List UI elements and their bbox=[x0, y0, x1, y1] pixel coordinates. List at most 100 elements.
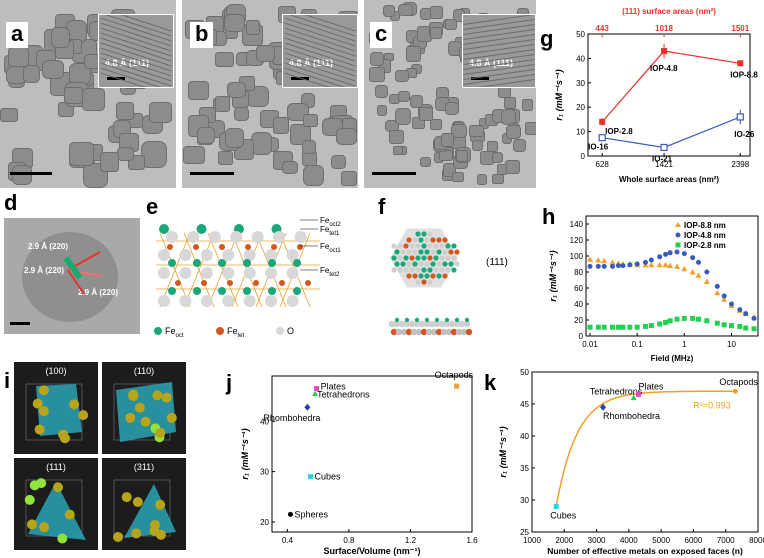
x2-axis-label: (111) surface areas (nm²) bbox=[622, 7, 716, 16]
atom bbox=[415, 255, 421, 261]
atom bbox=[436, 273, 442, 279]
data-point bbox=[553, 503, 559, 509]
data-point bbox=[751, 326, 757, 332]
data-point bbox=[634, 261, 640, 267]
lattice-label-d2: 2.9 Å (220) bbox=[24, 266, 65, 275]
atom bbox=[421, 267, 427, 273]
series-1: IO-16 IO-21 IO-26 bbox=[588, 109, 755, 163]
atom bbox=[64, 509, 75, 520]
atom bbox=[397, 267, 403, 273]
atom bbox=[113, 531, 124, 542]
atom bbox=[421, 243, 427, 249]
atom bbox=[409, 243, 415, 249]
data-point bbox=[630, 394, 637, 401]
y-tick-label: 60 bbox=[574, 284, 583, 293]
point-plates: Plates bbox=[314, 382, 346, 392]
hrtem-inset-b: 4.8 Å (111) bbox=[282, 14, 358, 88]
atom bbox=[412, 273, 418, 279]
data-point bbox=[690, 315, 696, 321]
data-point bbox=[695, 272, 702, 278]
data-point bbox=[690, 255, 696, 261]
atom bbox=[251, 231, 264, 243]
atom bbox=[187, 231, 200, 243]
x-axis-label: Whole surface areas (nm²) bbox=[619, 175, 719, 184]
nanoparticle bbox=[148, 101, 173, 123]
nanoparticle bbox=[188, 80, 209, 100]
data-point bbox=[601, 263, 607, 269]
particle bbox=[22, 232, 118, 322]
atom bbox=[293, 287, 301, 295]
lattice-label-a: 4.8 Å (111) bbox=[105, 58, 150, 68]
panel-label-e: e bbox=[146, 194, 159, 219]
data-point bbox=[634, 324, 640, 330]
panel-label-g: g bbox=[540, 26, 554, 51]
hrtem-image-d: 2.9 Å (220) 2.9 Å (220) 2.9 Å (220) bbox=[4, 218, 140, 334]
nanoparticle bbox=[419, 106, 434, 122]
atom bbox=[219, 244, 225, 250]
atom bbox=[158, 267, 170, 279]
point-label: Plates bbox=[639, 381, 665, 391]
atom bbox=[410, 328, 418, 336]
x-tick-label: 4000 bbox=[620, 536, 638, 545]
atom bbox=[134, 402, 145, 413]
atom bbox=[408, 320, 416, 328]
data-point bbox=[601, 257, 608, 264]
data-point bbox=[599, 118, 606, 125]
data-point bbox=[587, 263, 593, 269]
atom bbox=[405, 328, 413, 336]
atom bbox=[451, 267, 457, 273]
scalebar-c bbox=[372, 172, 416, 175]
point-spheres: Spheres bbox=[287, 509, 328, 519]
y-tick-label: 30 bbox=[576, 79, 585, 88]
nanoparticle bbox=[388, 130, 404, 145]
nanoparticle bbox=[430, 119, 442, 131]
nanoparticle bbox=[281, 161, 298, 175]
data-point bbox=[721, 296, 728, 302]
atom bbox=[442, 261, 448, 267]
atom bbox=[265, 295, 278, 307]
atom bbox=[243, 295, 256, 307]
atom bbox=[125, 412, 136, 423]
atom bbox=[454, 249, 460, 255]
point-label: Plates bbox=[321, 382, 347, 392]
y-tick-label: 50 bbox=[520, 368, 529, 377]
atom bbox=[433, 267, 439, 273]
scalebar-b bbox=[190, 172, 234, 175]
atom bbox=[69, 399, 80, 410]
atom bbox=[286, 267, 299, 279]
point-label: Octapods bbox=[719, 377, 758, 387]
atom bbox=[415, 243, 421, 249]
y-axis-label: r₁ (mM⁻¹s⁻¹) bbox=[240, 428, 250, 479]
data-point bbox=[743, 311, 749, 317]
data-point bbox=[721, 293, 727, 299]
atom bbox=[442, 249, 448, 255]
atom bbox=[193, 259, 201, 267]
y-tick-label: 20 bbox=[574, 316, 583, 325]
particle-model-f bbox=[388, 228, 473, 336]
chart-j: 0.4 0.8 1.2 1.6 20 30 40 Surface/Volume (nm⁻¹) r… bbox=[240, 370, 478, 556]
axes: 628 1421 2398 0 10 20 30 40 50 bbox=[576, 30, 751, 169]
data-point bbox=[732, 388, 738, 394]
data-point bbox=[287, 511, 293, 517]
legend-label: Feoct bbox=[165, 326, 184, 339]
data-point bbox=[743, 325, 749, 331]
nanoparticle bbox=[116, 101, 134, 121]
x-axis-label: Number of effective metals on exposed fa… bbox=[547, 546, 743, 556]
atom bbox=[451, 255, 457, 261]
legend-marker bbox=[276, 327, 284, 335]
nanoparticle bbox=[273, 116, 290, 134]
series-1: IOP-4.8 nm bbox=[587, 231, 757, 321]
chart-g: 628 1421 2398 0 10 20 30 40 50 443 1018 1501 (111) s… bbox=[554, 7, 758, 184]
atom bbox=[128, 391, 139, 402]
hrtem-inset-a: 4.8 Å (111) bbox=[98, 14, 174, 88]
data-point bbox=[737, 307, 743, 313]
nanoparticle bbox=[100, 152, 119, 172]
lattice-arrows bbox=[63, 251, 103, 295]
nanoparticle bbox=[41, 60, 65, 80]
atom bbox=[403, 255, 409, 261]
nanoparticle bbox=[411, 117, 425, 129]
panel-label-h: h bbox=[542, 204, 556, 229]
atom bbox=[394, 317, 400, 323]
data-point bbox=[627, 262, 633, 268]
